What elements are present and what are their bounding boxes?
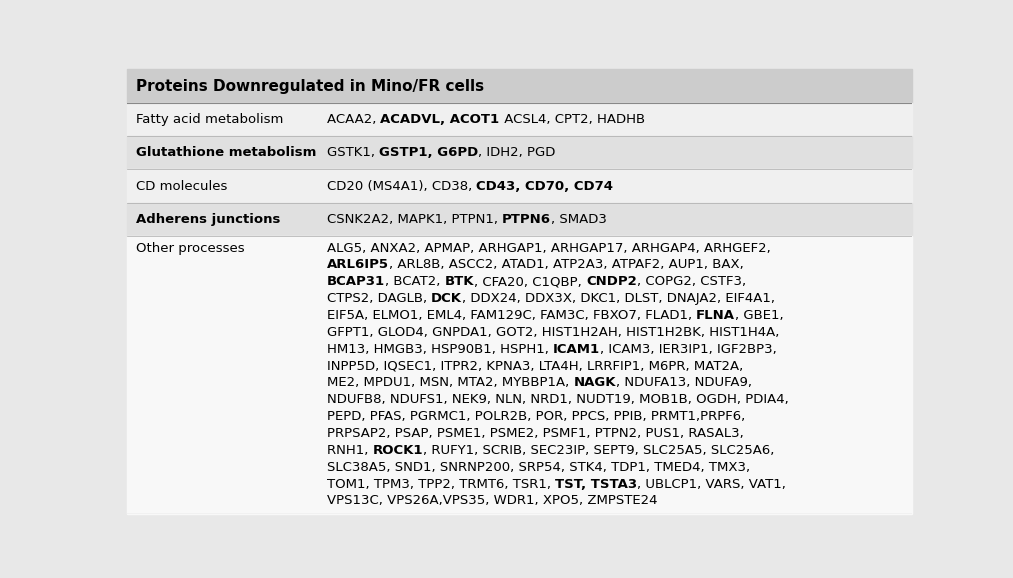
Text: NAGK: NAGK <box>573 376 616 390</box>
Text: PEPD, PFAS, PGRMC1, POLR2B, POR, PPCS, PPIB, PRMT1,PRPF6,: PEPD, PFAS, PGRMC1, POLR2B, POR, PPCS, P… <box>327 410 746 423</box>
Text: Other processes: Other processes <box>136 242 245 254</box>
Text: , IDH2, PGD: , IDH2, PGD <box>478 146 556 160</box>
Text: ARL6IP5: ARL6IP5 <box>327 258 389 272</box>
Text: PRPSAP2, PSAP, PSME1, PSME2, PSMF1, PTPN2, PUS1, RASAL3,: PRPSAP2, PSAP, PSME1, PSME2, PSMF1, PTPN… <box>327 427 744 440</box>
Text: Adherens junctions: Adherens junctions <box>136 213 281 226</box>
Text: ACSL4, CPT2, HADHB: ACSL4, CPT2, HADHB <box>499 113 644 126</box>
Bar <box>127 169 912 203</box>
Text: ROCK1: ROCK1 <box>373 444 423 457</box>
Text: HM13, HMGB3, HSP90B1, HSPH1,: HM13, HMGB3, HSP90B1, HSPH1, <box>327 343 553 355</box>
Text: PTPN6: PTPN6 <box>502 213 551 226</box>
Text: EIF5A, ELMO1, EML4, FAM129C, FAM3C, FBXO7, FLAD1,: EIF5A, ELMO1, EML4, FAM129C, FAM3C, FBXO… <box>327 309 696 322</box>
Text: GFPT1, GLOD4, GNPDA1, GOT2, HIST1H2AH, HIST1H2BK, HIST1H4A,: GFPT1, GLOD4, GNPDA1, GOT2, HIST1H2AH, H… <box>327 326 779 339</box>
Text: , CFA20, C1QBP,: , CFA20, C1QBP, <box>474 275 587 288</box>
Text: VPS13C, VPS26A,VPS35, WDR1, XPO5, ZMPSTE24: VPS13C, VPS26A,VPS35, WDR1, XPO5, ZMPSTE… <box>327 494 657 507</box>
Text: Glutathione metabolism: Glutathione metabolism <box>136 146 316 160</box>
Bar <box>127 69 912 103</box>
Text: FLNA: FLNA <box>696 309 735 322</box>
Text: TST, TSTA3: TST, TSTA3 <box>555 477 637 491</box>
Text: CTPS2, DAGLB,: CTPS2, DAGLB, <box>327 292 432 305</box>
Text: CD molecules: CD molecules <box>136 180 228 192</box>
Text: , SMAD3: , SMAD3 <box>551 213 607 226</box>
Text: RNH1,: RNH1, <box>327 444 373 457</box>
Text: , DDX24, DDX3X, DKC1, DLST, DNAJA2, EIF4A1,: , DDX24, DDX3X, DKC1, DLST, DNAJA2, EIF4… <box>462 292 775 305</box>
Text: , UBLCP1, VARS, VAT1,: , UBLCP1, VARS, VAT1, <box>637 477 786 491</box>
Text: CNDP2: CNDP2 <box>587 275 637 288</box>
Text: Proteins Downregulated in Mino/FR cells: Proteins Downregulated in Mino/FR cells <box>136 79 484 94</box>
Bar <box>127 136 912 169</box>
Text: BCAP31: BCAP31 <box>327 275 385 288</box>
Text: ACADVL, ACOT1: ACADVL, ACOT1 <box>381 113 499 126</box>
Text: GSTK1,: GSTK1, <box>327 146 379 160</box>
Text: DCK: DCK <box>432 292 462 305</box>
Text: NDUFB8, NDUFS1, NEK9, NLN, NRD1, NUDT19, MOB1B, OGDH, PDIA4,: NDUFB8, NDUFS1, NEK9, NLN, NRD1, NUDT19,… <box>327 393 788 406</box>
Text: ICAM1: ICAM1 <box>553 343 600 355</box>
Text: ACAA2,: ACAA2, <box>327 113 381 126</box>
Bar <box>127 103 912 136</box>
Text: TOM1, TPM3, TPP2, TRMT6, TSR1,: TOM1, TPM3, TPP2, TRMT6, TSR1, <box>327 477 555 491</box>
Text: BTK: BTK <box>445 275 474 288</box>
Text: , ICAM3, IER3IP1, IGF2BP3,: , ICAM3, IER3IP1, IGF2BP3, <box>600 343 777 355</box>
Text: , ARL8B, ASCC2, ATAD1, ATP2A3, ATPAF2, AUP1, BAX,: , ARL8B, ASCC2, ATAD1, ATP2A3, ATPAF2, A… <box>389 258 744 272</box>
Text: Fatty acid metabolism: Fatty acid metabolism <box>136 113 284 126</box>
Text: ME2, MPDU1, MSN, MTA2, MYBBP1A,: ME2, MPDU1, MSN, MTA2, MYBBP1A, <box>327 376 573 390</box>
Text: , RUFY1, SCRIB, SEC23IP, SEPT9, SLC25A5, SLC25A6,: , RUFY1, SCRIB, SEC23IP, SEPT9, SLC25A5,… <box>423 444 774 457</box>
Text: CD20 (MS4A1), CD38,: CD20 (MS4A1), CD38, <box>327 180 476 192</box>
Text: CSNK2A2, MAPK1, PTPN1,: CSNK2A2, MAPK1, PTPN1, <box>327 213 502 226</box>
Text: , GBE1,: , GBE1, <box>735 309 784 322</box>
Text: GSTP1, G6PD: GSTP1, G6PD <box>379 146 478 160</box>
Bar <box>127 236 912 514</box>
Bar <box>127 203 912 236</box>
Text: ALG5, ANXA2, APMAP, ARHGAP1, ARHGAP17, ARHGAP4, ARHGEF2,: ALG5, ANXA2, APMAP, ARHGAP1, ARHGAP17, A… <box>327 242 771 254</box>
Text: CD43, CD70, CD74: CD43, CD70, CD74 <box>476 180 613 192</box>
Text: SLC38A5, SND1, SNRNP200, SRP54, STK4, TDP1, TMED4, TMX3,: SLC38A5, SND1, SNRNP200, SRP54, STK4, TD… <box>327 461 750 474</box>
Text: , COPG2, CSTF3,: , COPG2, CSTF3, <box>637 275 746 288</box>
Text: INPP5D, IQSEC1, ITPR2, KPNA3, LTA4H, LRRFIP1, M6PR, MAT2A,: INPP5D, IQSEC1, ITPR2, KPNA3, LTA4H, LRR… <box>327 360 744 373</box>
Text: , NDUFA13, NDUFA9,: , NDUFA13, NDUFA9, <box>616 376 752 390</box>
Text: , BCAT2,: , BCAT2, <box>385 275 445 288</box>
